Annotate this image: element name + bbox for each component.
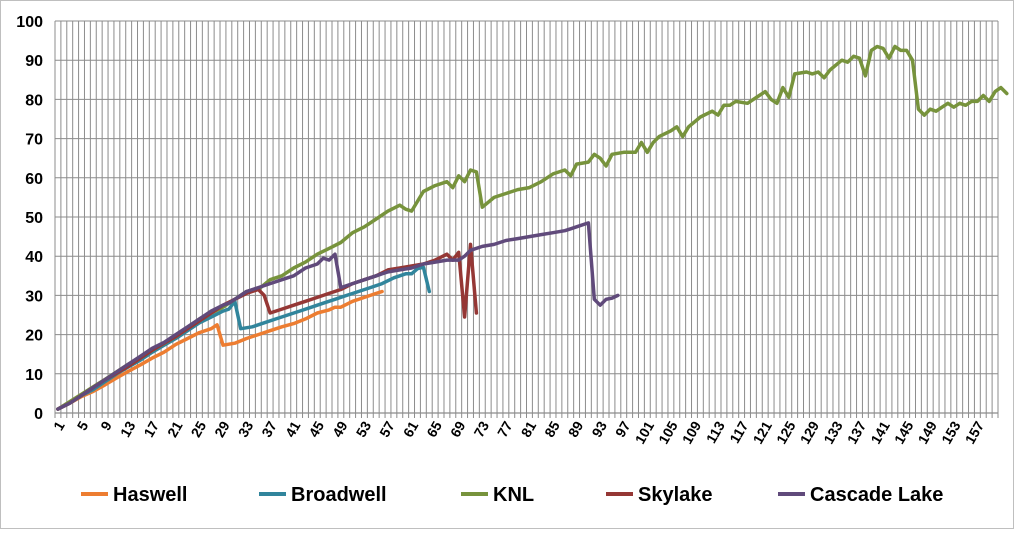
- x-tick-label: 85: [541, 418, 563, 440]
- legend-label-cascade-lake: Cascade Lake: [810, 484, 943, 506]
- x-tick-label: 45: [305, 418, 327, 440]
- x-tick-label: 101: [632, 418, 658, 446]
- y-tick-label: 10: [25, 367, 43, 384]
- x-tick-label: 69: [447, 418, 469, 440]
- x-tick-label: 157: [962, 418, 988, 446]
- x-tick-label: 125: [773, 418, 799, 446]
- x-tick-label: 13: [117, 418, 139, 440]
- y-tick-label: 100: [16, 14, 43, 31]
- x-tick-label: 117: [726, 418, 751, 446]
- x-tick-label: 5: [74, 418, 92, 433]
- x-tick-label: 21: [164, 418, 186, 440]
- x-tick-label: 129: [797, 418, 823, 446]
- x-tick-label: 93: [588, 418, 610, 440]
- legend-label-knl: KNL: [493, 484, 534, 506]
- legend-label-haswell: Haswell: [113, 484, 187, 506]
- y-tick-label: 40: [25, 249, 43, 266]
- x-tick-label: 149: [914, 418, 940, 446]
- x-tick-label: 113: [703, 418, 728, 446]
- x-tick-label: 89: [565, 418, 587, 440]
- x-tick-label: 65: [423, 418, 445, 440]
- x-tick-label: 37: [258, 418, 280, 440]
- x-tick-label: 1: [50, 418, 68, 433]
- y-tick-label: 80: [25, 92, 43, 109]
- y-tick-label: 60: [25, 171, 43, 188]
- x-tick-label: 81: [518, 418, 540, 440]
- series-line-cascade-lake: [56, 221, 620, 411]
- x-tick-label: 29: [211, 418, 233, 440]
- y-tick-label: 50: [25, 210, 43, 227]
- x-tick-label: 97: [612, 418, 634, 440]
- x-tick-label: 49: [329, 418, 351, 440]
- y-tick-label: 20: [25, 328, 43, 345]
- y-tick-label: 70: [25, 132, 43, 149]
- x-tick-label: 109: [679, 418, 705, 446]
- x-tick-label: 145: [891, 418, 917, 446]
- legend: Haswell Broadwell KNL Skylake Cascade Lake: [81, 484, 943, 506]
- series-line-haswell: [56, 289, 384, 411]
- gridlines: [54, 20, 999, 414]
- x-tick-label: 41: [282, 418, 304, 440]
- y-tick-label: 0: [34, 406, 43, 423]
- x-tick-label: 77: [494, 418, 516, 440]
- series-line-knl: [56, 44, 1009, 411]
- x-tick-label: 121: [749, 418, 775, 446]
- x-tick-label: 17: [140, 418, 162, 440]
- x-tick-label: 53: [353, 418, 375, 440]
- x-tick-label: 141: [867, 418, 893, 446]
- x-tick-label: 61: [400, 418, 422, 440]
- x-tick-label: 153: [938, 418, 964, 446]
- x-tick-label: 137: [844, 418, 870, 446]
- x-tick-label: 73: [470, 418, 492, 440]
- x-tick-label: 105: [655, 418, 681, 446]
- x-tick-label: 25: [188, 418, 210, 440]
- legend-label-skylake: Skylake: [638, 484, 713, 506]
- y-tick-label: 90: [25, 53, 43, 70]
- series-lines: [56, 44, 1009, 411]
- x-tick-label: 33: [235, 418, 257, 440]
- x-tick-label: 133: [820, 418, 846, 446]
- x-tick-label: 9: [97, 418, 115, 433]
- x-tick-label: 57: [376, 418, 398, 440]
- legend-label-broadwell: Broadwell: [291, 484, 387, 506]
- y-tick-label: 30: [25, 288, 43, 305]
